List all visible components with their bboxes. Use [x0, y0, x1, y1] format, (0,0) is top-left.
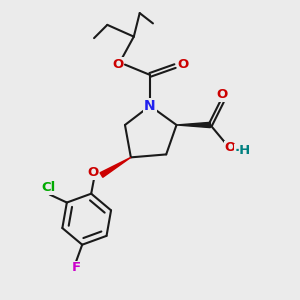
- Text: O: O: [112, 58, 123, 71]
- Text: Cl: Cl: [41, 182, 55, 194]
- Polygon shape: [176, 122, 210, 128]
- Text: ·H: ·H: [235, 144, 251, 158]
- Text: O: O: [217, 88, 228, 101]
- Polygon shape: [100, 158, 131, 177]
- Text: O: O: [88, 166, 99, 179]
- Text: N: N: [144, 99, 156, 113]
- Text: O: O: [225, 141, 236, 154]
- Text: F: F: [72, 261, 81, 274]
- Text: O: O: [178, 58, 189, 71]
